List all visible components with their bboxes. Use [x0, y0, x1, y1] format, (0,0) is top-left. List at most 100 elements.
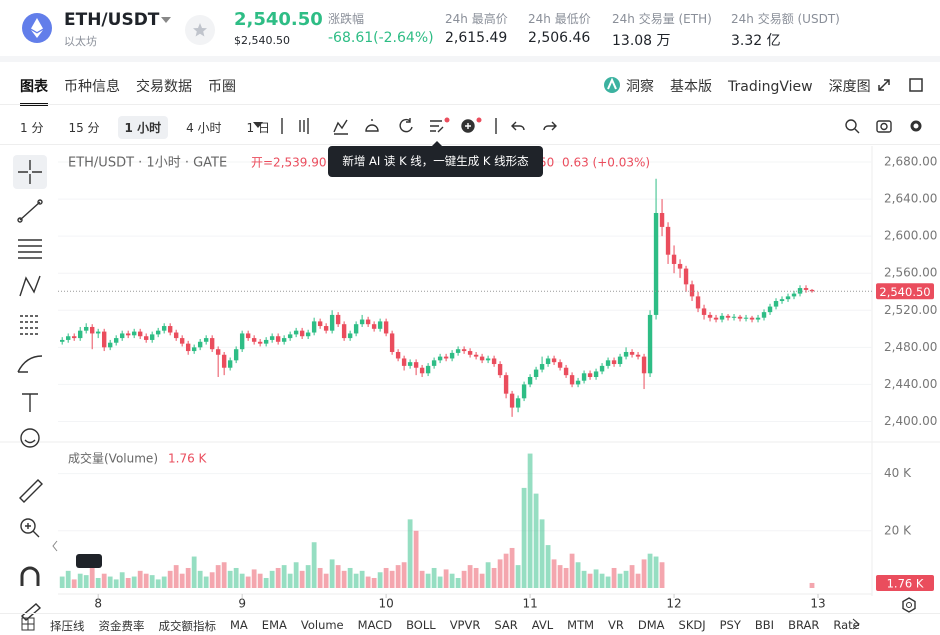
legend-open: 开=2,539.90 — [251, 156, 327, 170]
indicator[interactable]: SKDJ — [678, 618, 706, 632]
chart-settings-icon[interactable] — [900, 596, 918, 614]
fullscreen-icon[interactable] — [876, 77, 892, 93]
indicator[interactable]: DMA — [637, 618, 665, 632]
candle-body — [551, 358, 557, 363]
pencil-tool[interactable] — [20, 603, 42, 621]
candle-body — [113, 338, 119, 343]
zoom-tool[interactable] — [20, 518, 36, 534]
interval-caret[interactable] — [252, 121, 264, 129]
interval[interactable]: 1 分 — [20, 121, 44, 135]
indicator[interactable]: VR — [608, 618, 624, 632]
tab[interactable]: 币种信息 — [64, 79, 120, 95]
indicator[interactable]: MA — [230, 618, 248, 632]
right-tab[interactable]: 基本版 — [670, 79, 712, 95]
volume-bar — [335, 565, 341, 588]
volume-bar — [431, 567, 437, 588]
volume-bar — [77, 573, 83, 588]
volume-bar — [593, 569, 599, 588]
brush-tool[interactable] — [17, 355, 43, 373]
stat-label: 24h 最高价 — [445, 12, 508, 26]
indicator[interactable]: AVL — [531, 618, 554, 632]
volume-bar — [359, 570, 365, 588]
ai-icon[interactable] — [430, 120, 444, 133]
emoji-tool[interactable] — [20, 428, 40, 448]
indicator[interactable]: PSY — [719, 618, 741, 632]
volume-bar — [479, 573, 485, 588]
redo-icon[interactable] — [543, 121, 557, 131]
volume-bar — [323, 573, 329, 588]
indicator[interactable]: 择压线 — [50, 619, 85, 633]
candle-body — [695, 296, 701, 309]
indicator[interactable]: SAR — [494, 618, 518, 632]
settings-icon[interactable] — [910, 120, 922, 132]
interval[interactable]: 4 小时 — [186, 121, 222, 135]
indicator[interactable]: BOLL — [406, 618, 436, 632]
candle-icon[interactable] — [299, 118, 309, 134]
indicator[interactable]: 资金费率 — [98, 619, 145, 633]
layout-icon[interactable] — [20, 616, 36, 632]
tab[interactable]: 图表 — [20, 79, 48, 106]
candle-body — [323, 326, 329, 331]
volume-bar — [521, 487, 527, 588]
indicator[interactable]: BBI — [754, 618, 775, 632]
stat-label: 涨跌幅 — [328, 12, 365, 26]
volume-bar — [191, 556, 197, 588]
candle-body — [281, 338, 287, 342]
ruler-tool[interactable] — [19, 479, 43, 503]
alert-icon[interactable] — [365, 119, 379, 132]
fib-tool[interactable] — [20, 315, 40, 335]
candle-body — [767, 306, 773, 313]
pair[interactable]: ETH/USDT — [64, 10, 160, 30]
indicator-icon[interactable] — [333, 119, 348, 135]
volume-bar — [251, 569, 257, 588]
candle-body — [287, 334, 293, 339]
indicator[interactable]: Volume — [300, 618, 344, 632]
volume-bar — [95, 577, 101, 588]
last-price-usd: $2,540.50 — [234, 34, 290, 47]
magnet-tool[interactable] — [20, 566, 40, 586]
candle-body — [605, 360, 611, 366]
trendline-tool[interactable] — [19, 201, 41, 221]
volume-bar — [467, 565, 473, 588]
collapse-handle[interactable] — [50, 536, 60, 556]
snapshot-icon[interactable] — [876, 120, 892, 133]
interval[interactable]: 1 小时 — [117, 116, 169, 139]
tab[interactable]: 交易数据 — [136, 79, 192, 95]
candle-body — [557, 362, 563, 368]
volume-bar — [269, 570, 275, 588]
indicator[interactable]: MACD — [357, 618, 393, 632]
more-icon[interactable] — [850, 617, 862, 631]
right-tab[interactable]: TradingView — [728, 79, 813, 95]
indicator[interactable]: BRAR — [788, 618, 820, 632]
window-icon[interactable] — [908, 77, 924, 93]
interval[interactable]: 1 日 — [246, 121, 270, 135]
candle-body — [683, 268, 689, 285]
candle-body — [497, 364, 503, 376]
tab[interactable]: 币圈 — [208, 79, 236, 95]
text-tool[interactable] — [22, 393, 38, 412]
crosshair-tool[interactable] — [18, 160, 42, 184]
pattern-tool[interactable] — [19, 275, 41, 297]
drawing-tools — [13, 155, 47, 621]
candle-body — [689, 284, 695, 297]
dropdown-caret[interactable] — [160, 16, 172, 24]
indicator[interactable]: 成交额指标 — [158, 619, 217, 633]
channel-tool[interactable] — [18, 239, 42, 259]
undo-icon[interactable] — [511, 121, 525, 131]
indicator[interactable]: EMA — [261, 618, 287, 632]
right-tab[interactable]: 深度图 — [828, 79, 871, 95]
search-icon[interactable] — [845, 119, 857, 131]
indicator[interactable]: VPVR — [449, 618, 481, 632]
stat-label: 24h 交易量 (ETH) — [612, 12, 712, 26]
header: ETH/USDT 以太坊 2,540.50 $2,540.50 涨跌幅 -68.6… — [0, 0, 940, 62]
indicator[interactable]: MTM — [567, 618, 595, 632]
volume-bar — [653, 556, 659, 588]
interval[interactable]: 15 分 — [68, 121, 100, 135]
refresh-icon[interactable] — [399, 118, 413, 133]
favorite-button[interactable] — [185, 15, 215, 45]
volume-bar — [539, 519, 545, 588]
right-tab[interactable]: 洞察 — [626, 79, 654, 95]
candle-body — [119, 333, 125, 339]
y-tick-label: 40 K — [884, 466, 912, 480]
